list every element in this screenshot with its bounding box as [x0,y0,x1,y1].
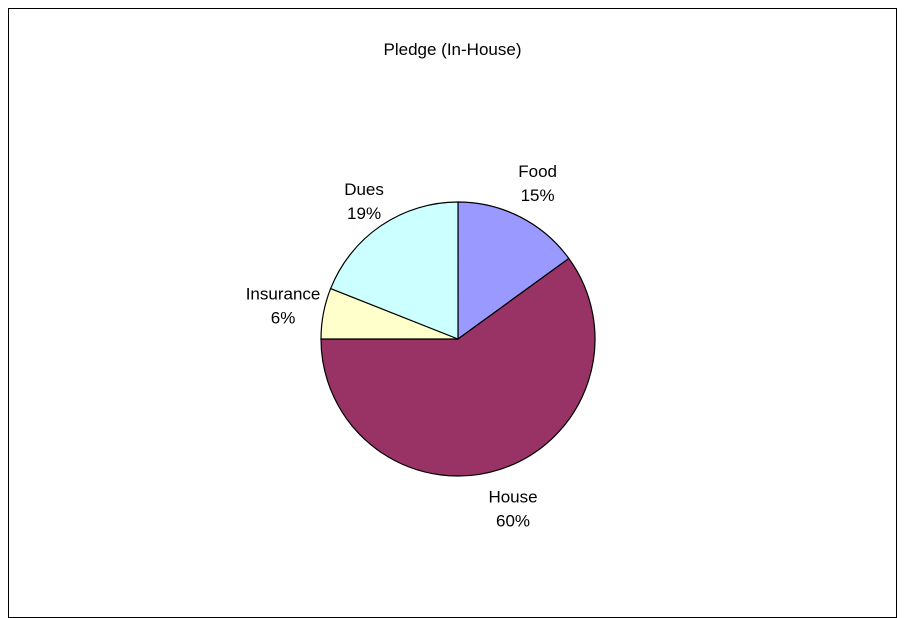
slice-label-food: Food [518,162,557,181]
slice-percent-food: 15% [521,186,555,205]
slice-percent-dues: 19% [347,204,381,223]
slice-percent-insurance: 6% [271,309,296,328]
slice-label-insurance: Insurance [246,285,321,304]
slice-percent-house: 60% [496,511,530,530]
chart-title: Pledge (In-House) [383,40,522,59]
pie-slice-dues [329,201,459,340]
slice-label-dues: Dues [344,180,384,199]
pie-slice-house [320,257,596,477]
pie-slice-food [457,201,570,341]
slice-label-house: House [488,487,537,506]
